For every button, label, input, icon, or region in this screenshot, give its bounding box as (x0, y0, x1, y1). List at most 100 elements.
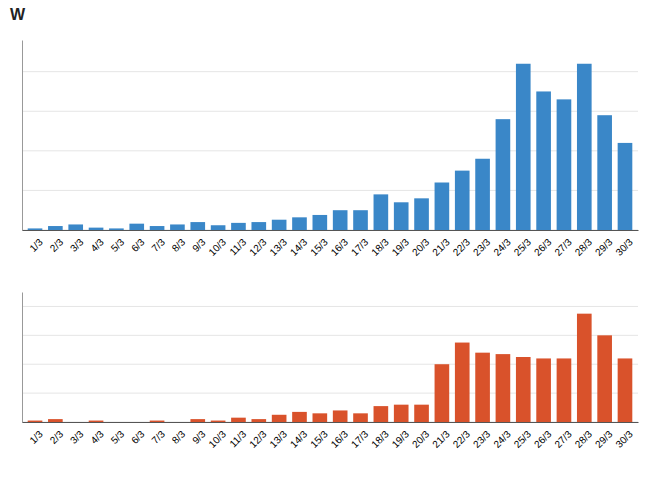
x-tick: 28/3 (573, 428, 595, 450)
x-tick: 11/3 (227, 428, 248, 449)
bar (211, 421, 226, 422)
bar (353, 210, 368, 230)
bar (170, 224, 185, 230)
x-tick-label: 8/3 (170, 428, 188, 446)
x-tick-label: 16/3 (329, 236, 351, 258)
title: W (10, 6, 26, 23)
bar (129, 224, 144, 230)
x-tick: 13/3 (267, 236, 289, 258)
x-tick-label: 16/3 (329, 428, 351, 450)
bar (414, 405, 429, 422)
x-tick: 5/3 (109, 428, 127, 446)
x-tick: 26/3 (532, 236, 554, 258)
bar (557, 358, 572, 422)
bar (597, 115, 612, 230)
bar (536, 358, 551, 422)
x-tick-label: 17/3 (349, 236, 371, 258)
x-tick-label: 23/3 (471, 236, 493, 258)
bar (577, 64, 592, 230)
bar (68, 224, 83, 230)
x-tick-label: 17/3 (349, 428, 371, 450)
x-tick-label: 18/3 (369, 428, 391, 450)
bar (475, 159, 490, 230)
x-tick: 3/3 (68, 236, 86, 254)
bar (150, 421, 165, 422)
x-tick: 19/3 (390, 236, 412, 258)
x-tick-label: 15/3 (308, 236, 330, 258)
x-tick: 16/3 (329, 428, 351, 450)
x-tick: 14/3 (288, 428, 310, 450)
bar (190, 419, 205, 422)
x-tick: 12/3 (247, 236, 269, 258)
x-tick-label: 24/3 (491, 428, 513, 450)
bar (414, 198, 429, 230)
x-tick-label: 5/3 (109, 236, 127, 254)
x-tick: 15/3 (308, 428, 330, 450)
bar (89, 228, 104, 230)
bar (496, 119, 511, 230)
x-tick-label: 9/3 (190, 428, 208, 446)
y-axis (22, 41, 24, 231)
x-tick: 30/3 (613, 236, 635, 258)
x-tick: 22/3 (451, 428, 473, 450)
bar (89, 421, 104, 422)
x-tick-label: 6/3 (129, 428, 147, 446)
x-tick-label: 22/3 (451, 236, 473, 258)
x-tick: 9/3 (190, 428, 208, 446)
bar (28, 421, 43, 422)
x-tick-label: 8/3 (170, 236, 188, 254)
x-tick-label: 18/3 (369, 236, 391, 258)
x-axis-line (23, 230, 639, 231)
bar (28, 228, 43, 230)
bar (272, 220, 287, 230)
x-tick-label: 4/3 (88, 236, 106, 254)
x-tick: 2/3 (48, 428, 66, 446)
x-tick-label: 24/3 (491, 236, 513, 258)
bar (333, 210, 348, 230)
x-tick: 10/3 (206, 236, 228, 258)
x-tick-label: 10/3 (206, 428, 228, 450)
chart-root: W1/32/33/34/35/36/37/38/39/310/311/312/3… (0, 0, 650, 488)
bar (231, 418, 246, 422)
x-tick: 5/3 (109, 236, 127, 254)
bar (48, 419, 63, 422)
x-tick: 22/3 (451, 236, 473, 258)
bar (516, 64, 531, 230)
x-tick: 25/3 (512, 428, 534, 450)
x-tick-label: 5/3 (109, 428, 127, 446)
x-tick-label: 3/3 (68, 236, 86, 254)
x-tick: 23/3 (471, 428, 493, 450)
x-tick: 1/3 (27, 428, 45, 446)
x-tick: 6/3 (129, 428, 147, 446)
bar (313, 215, 328, 230)
x-tick: 30/3 (613, 428, 635, 450)
x-tick: 21/3 (430, 236, 452, 258)
x-tick-label: 26/3 (532, 428, 554, 450)
bar (272, 415, 287, 422)
bar (516, 357, 531, 422)
x-tick-label: 29/3 (593, 236, 615, 258)
bars (28, 314, 633, 422)
x-axis-line (23, 422, 639, 423)
x-tick: 4/3 (88, 236, 106, 254)
bar (475, 353, 490, 422)
x-tick: 27/3 (552, 236, 574, 258)
x-tick: 4/3 (88, 428, 106, 446)
x-tick-label: 1/3 (27, 428, 45, 446)
x-tick: 28/3 (573, 236, 595, 258)
x-tick: 17/3 (349, 236, 371, 258)
x-tick: 14/3 (288, 236, 310, 258)
x-tick: 27/3 (552, 428, 574, 450)
x-tick-label: 22/3 (451, 428, 473, 450)
x-tick: 18/3 (369, 428, 391, 450)
x-tick: 20/3 (410, 428, 432, 450)
x-tick: 8/3 (170, 428, 188, 446)
x-tick: 23/3 (471, 236, 493, 258)
x-tick-label: 6/3 (129, 236, 147, 254)
x-tick: 6/3 (129, 236, 147, 254)
bar (251, 222, 266, 230)
x-tick-label: 19/3 (390, 236, 412, 258)
x-tick-label: 9/3 (190, 236, 208, 254)
x-tick-label: 14/3 (288, 428, 310, 450)
x-tick-label: 23/3 (471, 428, 493, 450)
